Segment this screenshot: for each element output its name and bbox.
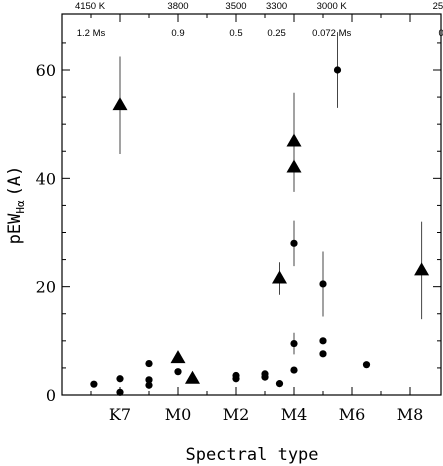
x-tick-label: M8 [397,405,424,424]
y-axis-title-sub: Hα [14,200,27,214]
data-point-circle [90,380,98,388]
top-temperature-label: 3000 K [317,1,348,12]
y-axis-title-unit: (A) [5,166,25,197]
top-mass-label: 0.02 [438,28,443,39]
data-point-circle [290,239,298,247]
data-point-circle [145,381,153,389]
data-point-circle [333,66,342,74]
top-mass-label: 0.5 [229,28,242,39]
ticks [61,14,441,396]
data-point-circle [232,375,240,383]
top-mass-label: 0.25 [267,28,286,39]
top-temperature-label: 3300 [266,1,287,12]
data-point-circle [116,375,124,383]
y-axis-title-main: pEW [5,213,25,244]
data-point-triangle [286,159,302,173]
data-point-circle [319,280,327,288]
markers [90,66,430,396]
top-temperature-label: 2500 K [433,1,443,12]
top-mass-label: 0.9 [171,28,184,39]
x-axis-title: Spectral type [185,445,318,465]
data-point-circle [319,350,327,358]
y-tick-label: 40 [36,169,56,188]
data-point-circle [362,361,371,369]
data-point-circle [275,380,284,388]
labels: K7 M0 M2 M4 M6 M8 0 20 40 60 4150 K 3800 3500 3300 300… [36,1,443,424]
top-mass-label: 0.072 Ms [312,28,351,39]
data-point-circle [319,337,327,345]
plot-frame [61,13,442,396]
y-axis-title: pEWHα (A) [5,166,27,245]
data-point-triangle [272,270,287,284]
svg-text:pEWHα(A): pEWHα (A) [5,166,27,245]
y-tick-label: 0 [46,386,56,405]
y-tick-label: 20 [36,278,56,297]
top-mass-label: 1.2 Ms [77,28,106,39]
data-point-triangle [170,350,186,364]
data-point-triangle [414,262,430,276]
data-point-circle [261,373,269,381]
data-point-circle [116,388,124,396]
data-point-circle [145,376,153,384]
top-temperature-label: 4150 K [75,1,106,12]
data-point-circle [174,368,182,376]
top-temperature-label: 3800 [167,1,188,12]
x-tick-label: K7 [109,405,131,424]
x-tick-label: M0 [165,405,192,424]
x-tick-label: M6 [339,405,366,424]
top-temperature-label: 3500 [225,1,246,12]
x-tick-label: M2 [223,405,250,424]
data-point-circle [290,339,298,348]
error-bars [119,32,423,355]
data-point-triangle [185,370,200,384]
x-tick-label: M4 [281,405,308,424]
data-point-circle [145,359,153,368]
data-point-triangle [286,133,302,147]
data-point-triangle [112,97,128,111]
y-tick-label: 60 [36,61,56,80]
data-point-circle [290,366,298,374]
